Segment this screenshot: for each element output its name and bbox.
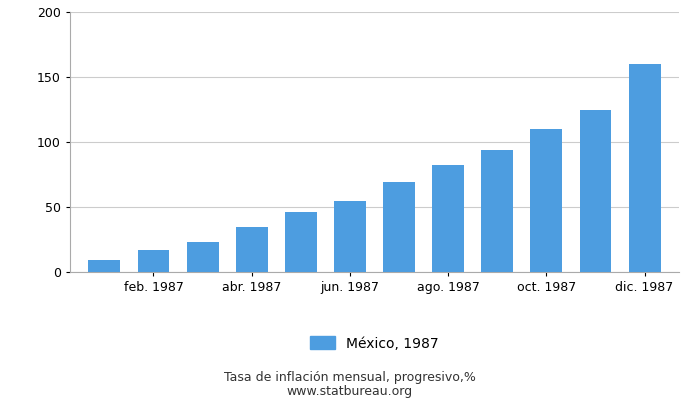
- Bar: [432, 166, 464, 272]
- Bar: [137, 250, 169, 272]
- Bar: [580, 110, 612, 272]
- Bar: [88, 260, 120, 272]
- Bar: [482, 150, 513, 272]
- Bar: [531, 129, 562, 272]
- Bar: [187, 242, 218, 272]
- Bar: [285, 212, 317, 272]
- Legend: México, 1987: México, 1987: [310, 336, 439, 350]
- Bar: [236, 226, 267, 272]
- Text: Tasa de inflación mensual, progresivo,%: Tasa de inflación mensual, progresivo,%: [224, 372, 476, 384]
- Bar: [334, 200, 366, 272]
- Bar: [383, 182, 415, 272]
- Bar: [629, 64, 661, 272]
- Text: www.statbureau.org: www.statbureau.org: [287, 385, 413, 398]
